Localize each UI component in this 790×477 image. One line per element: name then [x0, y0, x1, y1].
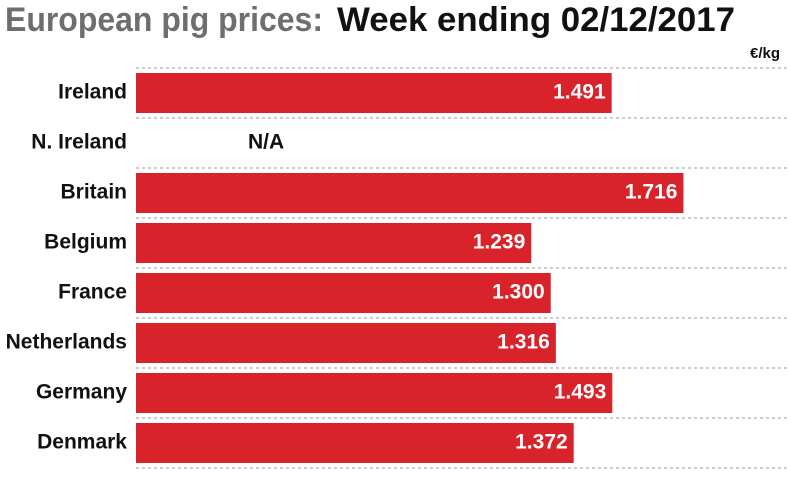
value-label: 1.300 — [492, 281, 545, 304]
category-label: Netherlands — [6, 331, 127, 354]
value-label: 1.316 — [497, 331, 550, 354]
category-label: Ireland — [58, 81, 127, 104]
bar — [136, 223, 532, 263]
value-label: 1.239 — [473, 231, 526, 254]
bar — [136, 323, 556, 363]
bar — [136, 373, 613, 413]
chart-subtitle: Week ending 02/12/2017 — [337, 1, 735, 39]
value-label: 1.491 — [553, 81, 606, 104]
category-label: Belgium — [44, 231, 127, 254]
value-label: 1.372 — [515, 431, 568, 454]
bar — [136, 73, 612, 113]
value-label: 1.716 — [625, 181, 678, 204]
bar — [136, 273, 551, 313]
value-label: N/A — [248, 131, 284, 154]
value-label: 1.493 — [554, 381, 607, 404]
bar — [136, 423, 574, 463]
category-label: Denmark — [37, 431, 127, 454]
category-label: N. Ireland — [31, 131, 127, 154]
category-label: Germany — [36, 381, 127, 404]
category-label: France — [58, 281, 127, 304]
bar — [136, 173, 684, 213]
chart-title: European pig prices: — [5, 1, 323, 39]
category-label: Britain — [60, 181, 127, 204]
unit-label: €/kg — [750, 45, 780, 62]
